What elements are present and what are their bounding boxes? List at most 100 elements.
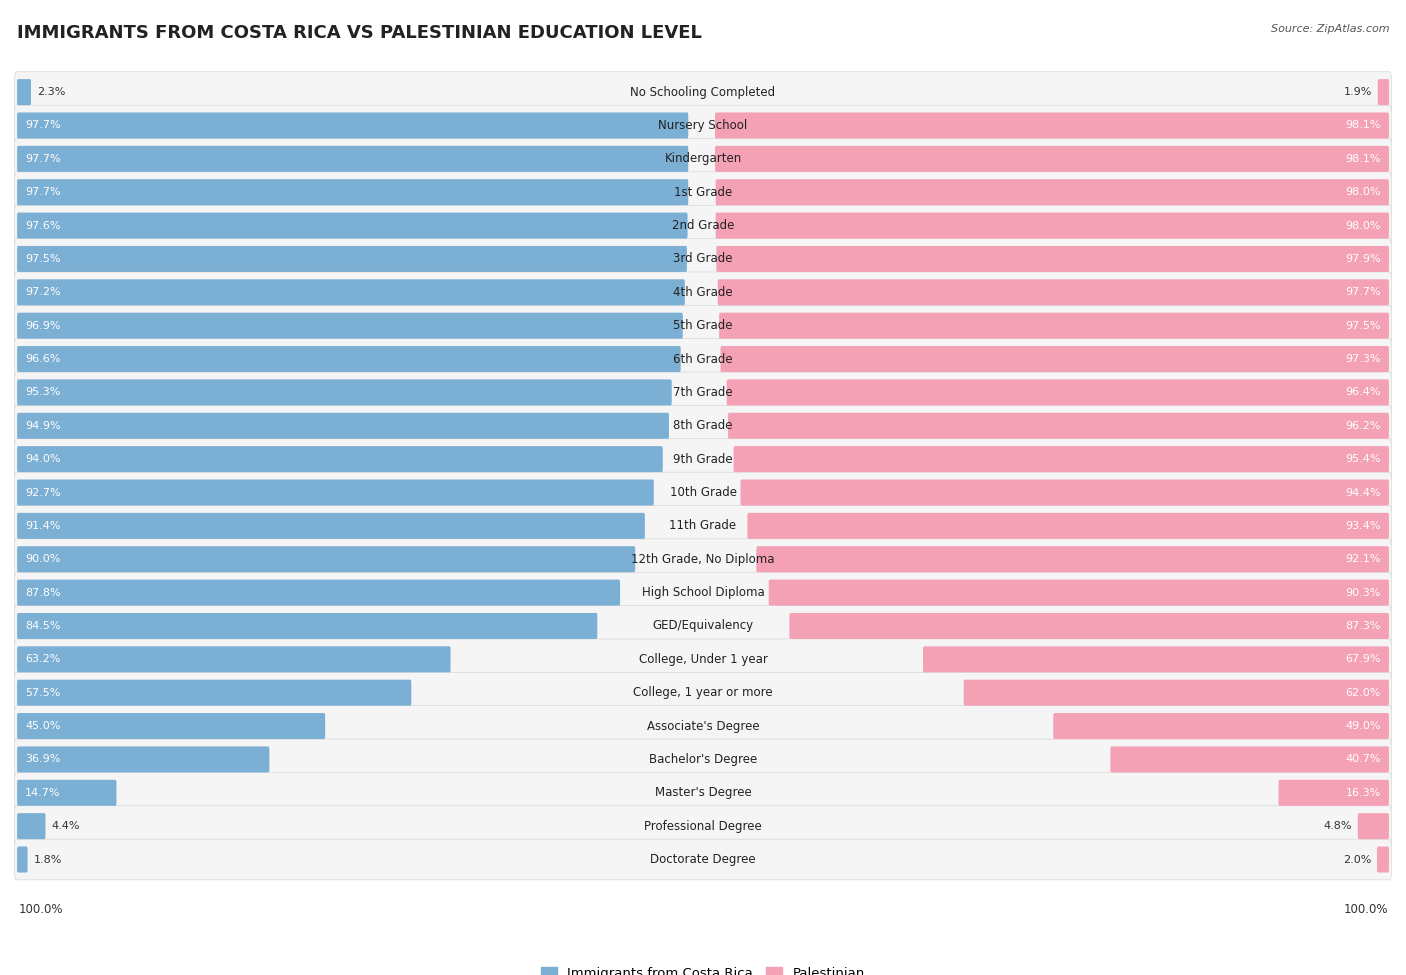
Text: 92.7%: 92.7% [25,488,60,497]
Text: 14.7%: 14.7% [25,788,60,798]
Text: 2nd Grade: 2nd Grade [672,219,734,232]
Text: 100.0%: 100.0% [18,903,63,916]
FancyBboxPatch shape [748,513,1389,539]
Text: Professional Degree: Professional Degree [644,820,762,833]
Text: 3rd Grade: 3rd Grade [673,253,733,265]
FancyBboxPatch shape [716,112,1389,138]
FancyBboxPatch shape [14,406,1392,447]
FancyBboxPatch shape [716,213,1389,239]
Text: 87.8%: 87.8% [25,588,60,598]
FancyBboxPatch shape [718,313,1389,338]
Text: 97.9%: 97.9% [1346,254,1381,264]
Text: 100.0%: 100.0% [1343,903,1388,916]
FancyBboxPatch shape [17,579,620,605]
FancyBboxPatch shape [716,179,1389,205]
FancyBboxPatch shape [1358,813,1389,839]
FancyBboxPatch shape [17,313,683,338]
FancyBboxPatch shape [728,412,1389,439]
Text: 97.6%: 97.6% [25,220,60,230]
Text: 97.7%: 97.7% [25,187,60,197]
FancyBboxPatch shape [14,505,1392,546]
Text: 97.5%: 97.5% [1346,321,1381,331]
FancyBboxPatch shape [14,605,1392,646]
FancyBboxPatch shape [720,346,1389,372]
FancyBboxPatch shape [756,546,1389,572]
Text: 97.3%: 97.3% [1346,354,1381,364]
FancyBboxPatch shape [17,447,662,472]
FancyBboxPatch shape [17,680,412,706]
FancyBboxPatch shape [14,706,1392,747]
FancyBboxPatch shape [14,305,1392,346]
Text: Kindergarten: Kindergarten [665,152,741,166]
FancyBboxPatch shape [1378,79,1389,105]
Text: 96.2%: 96.2% [1346,421,1381,431]
FancyBboxPatch shape [17,480,654,505]
Text: 97.2%: 97.2% [25,288,60,297]
FancyBboxPatch shape [14,105,1392,146]
Text: 2.0%: 2.0% [1343,854,1371,865]
Text: 4th Grade: 4th Grade [673,286,733,298]
FancyBboxPatch shape [14,338,1392,379]
Text: Doctorate Degree: Doctorate Degree [650,853,756,866]
Text: 49.0%: 49.0% [1346,722,1381,731]
Text: 96.9%: 96.9% [25,321,60,331]
FancyBboxPatch shape [17,146,689,172]
FancyBboxPatch shape [14,805,1392,846]
Text: 90.3%: 90.3% [1346,588,1381,598]
FancyBboxPatch shape [14,639,1392,680]
Text: 2.3%: 2.3% [37,87,65,98]
FancyBboxPatch shape [1111,747,1389,772]
Text: 63.2%: 63.2% [25,654,60,664]
FancyBboxPatch shape [14,739,1392,780]
FancyBboxPatch shape [1376,846,1389,873]
Text: High School Diploma: High School Diploma [641,586,765,599]
Text: 94.9%: 94.9% [25,421,60,431]
Text: College, 1 year or more: College, 1 year or more [633,686,773,699]
Text: 91.4%: 91.4% [25,521,60,530]
FancyBboxPatch shape [17,412,669,439]
Text: 87.3%: 87.3% [1346,621,1381,631]
Text: 98.0%: 98.0% [1346,187,1381,197]
FancyBboxPatch shape [17,112,689,138]
Text: No Schooling Completed: No Schooling Completed [630,86,776,98]
FancyBboxPatch shape [14,572,1392,613]
FancyBboxPatch shape [17,279,685,305]
Text: 98.0%: 98.0% [1346,220,1381,230]
Text: 92.1%: 92.1% [1346,554,1381,565]
FancyBboxPatch shape [17,513,645,539]
Text: 94.4%: 94.4% [1346,488,1381,497]
FancyBboxPatch shape [17,713,325,739]
FancyBboxPatch shape [734,447,1389,472]
FancyBboxPatch shape [14,172,1392,213]
Text: 62.0%: 62.0% [1346,687,1381,698]
FancyBboxPatch shape [14,72,1392,112]
FancyBboxPatch shape [717,279,1389,305]
FancyBboxPatch shape [14,138,1392,179]
Text: 97.7%: 97.7% [25,121,60,131]
Text: 1.8%: 1.8% [34,854,62,865]
Text: 97.7%: 97.7% [25,154,60,164]
FancyBboxPatch shape [14,205,1392,246]
Text: 40.7%: 40.7% [1346,755,1381,764]
Text: Bachelor's Degree: Bachelor's Degree [650,753,756,766]
Text: 97.5%: 97.5% [25,254,60,264]
FancyBboxPatch shape [741,480,1389,505]
Text: 96.6%: 96.6% [25,354,60,364]
Text: 5th Grade: 5th Grade [673,319,733,332]
Text: 57.5%: 57.5% [25,687,60,698]
Text: 6th Grade: 6th Grade [673,353,733,366]
Text: 90.0%: 90.0% [25,554,60,565]
Text: IMMIGRANTS FROM COSTA RICA VS PALESTINIAN EDUCATION LEVEL: IMMIGRANTS FROM COSTA RICA VS PALESTINIA… [17,24,702,42]
FancyBboxPatch shape [17,813,45,839]
Text: Associate's Degree: Associate's Degree [647,720,759,732]
Text: 9th Grade: 9th Grade [673,452,733,466]
FancyBboxPatch shape [17,846,28,873]
FancyBboxPatch shape [14,372,1392,412]
Text: 95.4%: 95.4% [1346,454,1381,464]
Text: 95.3%: 95.3% [25,387,60,398]
Text: Nursery School: Nursery School [658,119,748,132]
FancyBboxPatch shape [769,579,1389,605]
FancyBboxPatch shape [14,772,1392,813]
FancyBboxPatch shape [17,379,672,406]
Text: 97.7%: 97.7% [1346,288,1381,297]
